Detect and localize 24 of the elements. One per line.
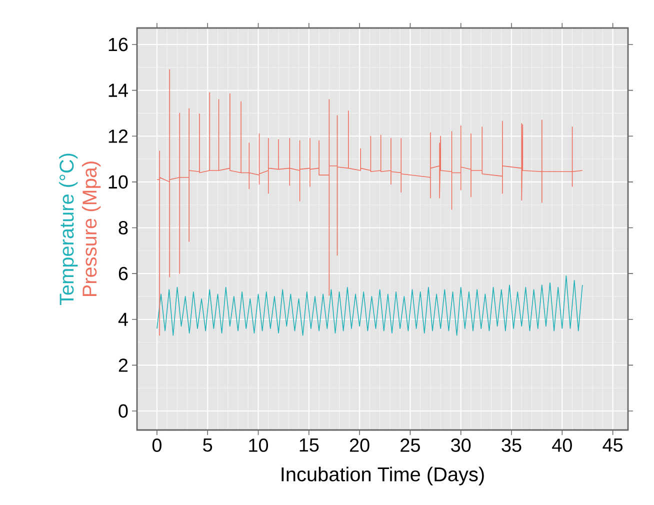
y-tick-label: 0 [118,404,128,418]
x-tick-label: 35 [502,438,522,452]
text: Temperature (°C) [59,154,78,306]
x-tick-label: 30 [451,438,471,452]
line-series [156,275,583,336]
x-tick-label: 5 [203,438,212,452]
y-tick-label: 10 [108,175,128,189]
x-axis-title: Incubation Time (Days) [282,466,484,486]
y-tick-label: 16 [108,38,128,52]
y-tick-label: 12 [108,130,128,143]
y-tick-label: 8 [118,221,128,234]
line-series [156,69,583,336]
x-tick-label: 10 [249,438,268,452]
x-tick-label: 40 [552,438,572,452]
y-tick-label: 6 [118,266,128,280]
x-tick-label: 20 [350,438,370,452]
text: Pressure (Mpa) [82,162,101,296]
x-tick-label: 0 [152,438,162,452]
y-tick-label: 4 [118,312,128,326]
y-tick-label: 2 [118,358,128,372]
x-tick-label: 45 [602,438,623,452]
x-tick-label: 25 [400,438,420,452]
y-tick-label: 14 [108,84,128,97]
x-tick-label: 15 [300,438,319,452]
